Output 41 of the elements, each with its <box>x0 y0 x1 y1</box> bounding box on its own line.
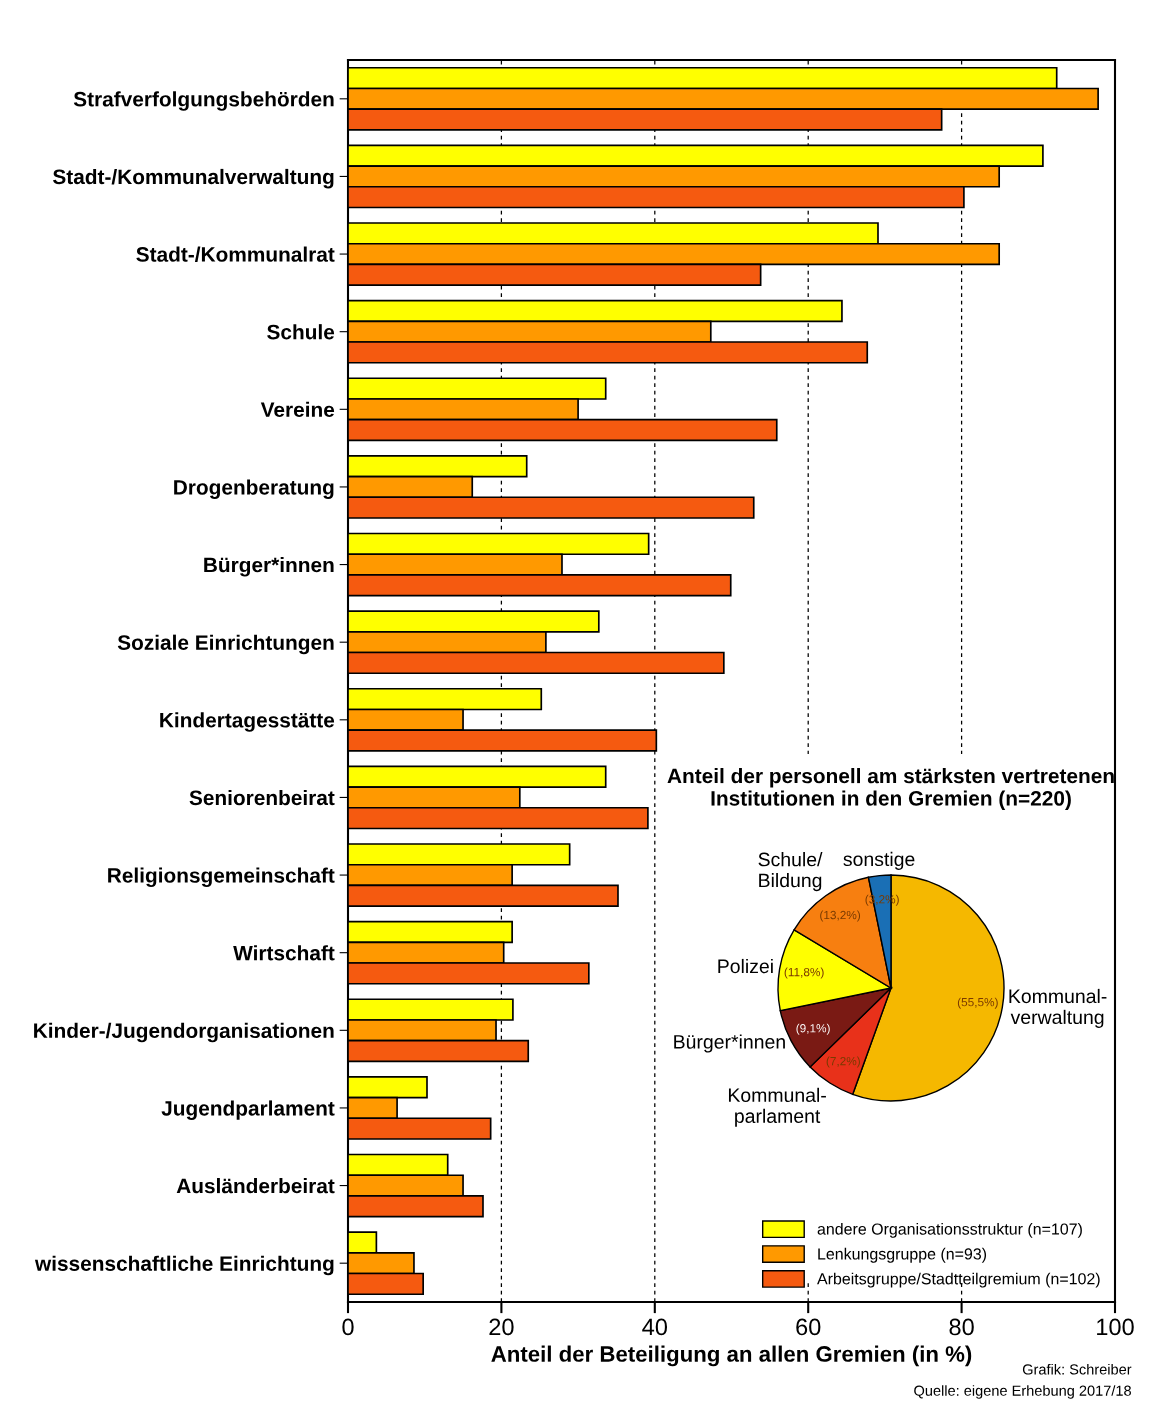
y-tick-label: Schule <box>267 324 335 340</box>
y-tick-label: Stadt-/Kommunalverwaltung <box>52 168 334 189</box>
y-tick-label: Ausländerbeirat <box>176 1178 335 1194</box>
y-tick-label: Kindertagesstätte <box>160 712 335 732</box>
y-tick-label: Jugendparlament <box>161 1100 335 1120</box>
data-label: (13,2%) <box>820 910 861 922</box>
y-tick-label: Vereine <box>260 401 335 418</box>
slice-label: sonstige <box>843 851 915 870</box>
y-tick-label: Drogenberatung <box>174 479 334 499</box>
y-tick-label: Strafverfolgungsbehörden <box>73 91 334 111</box>
y-tick-label: Wirtschaft <box>233 945 335 961</box>
x-axis-title: Anteil der Beteiligung an allen Gremien (in %) <box>491 1345 972 1367</box>
y-tick-label: Religionsgemeinschaft <box>108 867 335 888</box>
data-label: (7,2%) <box>826 1056 860 1068</box>
x-tick-label: 100 <box>1097 1318 1134 1336</box>
x-tick-label: 80 <box>949 1318 974 1336</box>
chart-title: Anteil der personell am stärksten vertretenen Institutionen in den Gremien (n=220) <box>667 768 1114 810</box>
y-tick-label: Soziale Einrichtungen <box>117 634 334 655</box>
text: Grafik: Schreiber <box>1022 1363 1132 1375</box>
y-tick-label: Seniorenbeirat <box>189 789 335 806</box>
legend-label: Lenkungsgruppe (n=93) <box>818 1247 987 1263</box>
x-tick-label: 0 <box>342 1318 354 1336</box>
y-tick-label: wissenschaftliche Einrichtung <box>34 1255 334 1276</box>
slice-label: Polizei <box>718 958 773 974</box>
source-note: Quelle: eigene Erhebung 2017/18 <box>914 1385 1131 1399</box>
legend-label: Arbeitsgruppe/Stadtteilgremium (n=102) <box>817 1272 1100 1288</box>
slice-label: Bürger*innen <box>674 1034 785 1053</box>
slice-label: Schule/ Bildung <box>758 852 823 892</box>
data-label: (55,5%) <box>957 997 998 1009</box>
y-tick-label: Kinder-/Jugendorganisationen <box>34 1022 334 1043</box>
slice-label: Kommunal- parlament <box>728 1087 826 1127</box>
x-tick-label: 40 <box>642 1318 668 1336</box>
data-label: (9,1%) <box>796 1023 830 1035</box>
legend-label: andere Organisationsstruktur (n=107) <box>817 1222 1082 1238</box>
x-tick-label: 60 <box>796 1318 821 1336</box>
data-label: (3,2%) <box>865 894 899 906</box>
slice-label: Kommunal- verwaltung <box>1009 988 1107 1028</box>
x-tick-label: 20 <box>489 1318 514 1336</box>
data-label: (11,8%) <box>784 967 824 979</box>
y-tick-label: Bürger*innen <box>204 557 334 577</box>
y-tick-label: Stadt-/Kommunalrat <box>136 246 335 263</box>
